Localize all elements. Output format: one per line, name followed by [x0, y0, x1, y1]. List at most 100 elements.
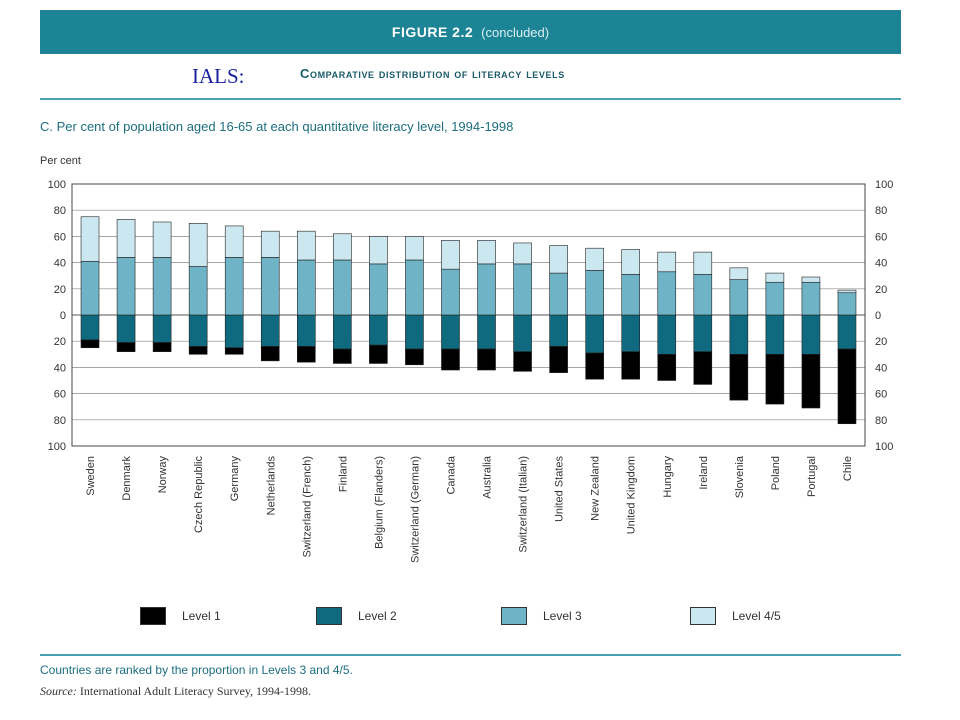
bar-level-1 [224, 347, 244, 355]
bar-level-45 [585, 247, 604, 271]
bar-level-2 [477, 314, 496, 350]
bar-level-1 [693, 351, 713, 385]
x-tick-label: United States [554, 456, 566, 523]
ranking-note: Countries are ranked by the proportion i… [40, 663, 353, 677]
bar-level-3 [441, 268, 460, 316]
bar-level-45 [188, 223, 208, 267]
legend-label-level-1: Level 1 [182, 609, 221, 623]
bar-level-45 [369, 236, 388, 265]
x-tick-label: Sweden [85, 456, 97, 496]
bar-level-2 [333, 314, 352, 350]
x-tick-label: Poland [770, 456, 782, 490]
figure-label: FIGURE 2.2 [391, 24, 474, 40]
x-tick-label: Australia [482, 455, 494, 499]
bar-level-3 [621, 274, 641, 316]
bar-level-2 [296, 314, 316, 347]
bar-level-45 [693, 251, 713, 275]
bar-level-1 [188, 346, 208, 355]
bar-level-3 [837, 292, 857, 316]
bar-level-2 [80, 314, 100, 341]
bar-level-3 [765, 281, 785, 316]
y-tick-label-right: 80 [875, 205, 887, 217]
bar-level-3 [657, 271, 677, 316]
figure-note: (concluded) [481, 24, 550, 40]
bar-level-3 [477, 263, 496, 316]
legend-label-level-3: Level 3 [543, 609, 582, 623]
bar-level-3 [224, 257, 244, 316]
bar-level-2 [729, 314, 749, 355]
bar-level-3 [152, 257, 172, 316]
bar-level-1 [80, 339, 100, 349]
y-tick-label-right: 40 [875, 258, 887, 270]
y-tick-label-right: 60 [875, 389, 887, 401]
x-tick-label: Hungary [662, 456, 674, 498]
bar-level-1 [441, 348, 460, 371]
x-tick-label: Netherlands [265, 456, 277, 516]
bar-level-45 [621, 249, 641, 275]
bar-level-1 [657, 353, 677, 381]
source-text: International Adult Literacy Survey, 199… [79, 684, 312, 698]
bar-level-45 [80, 216, 100, 262]
bar-level-45 [477, 240, 496, 265]
bar-level-1 [765, 353, 785, 405]
bar-level-1 [729, 353, 749, 401]
y-tick-label-left: 60 [54, 231, 66, 243]
bar-level-2 [621, 314, 641, 352]
y-tick-label-right: 40 [875, 362, 887, 374]
bar-level-1 [405, 348, 424, 366]
bar-level-2 [801, 314, 821, 355]
bar-level-1 [837, 348, 857, 425]
y-tick-label-right: 80 [875, 415, 887, 427]
bar-level-1 [369, 344, 388, 364]
y-tick-label-right: 20 [875, 284, 887, 296]
bar-level-1 [333, 348, 352, 364]
bar-level-3 [333, 259, 352, 316]
bar-level-1 [585, 352, 604, 380]
y-tick-label-left: 100 [48, 179, 66, 191]
legend-item-level-3: Level 3 [501, 607, 582, 625]
x-tick-label: Switzerland (German) [409, 456, 421, 563]
y-tick-label-left: 100 [48, 441, 66, 453]
legend-swatch-level-45 [690, 607, 716, 625]
bar-level-3 [513, 263, 532, 316]
figure-banner: FIGURE 2.2 (concluded) [40, 10, 901, 54]
bar-level-2 [116, 314, 136, 343]
bar-level-1 [477, 348, 496, 371]
x-tick-label: Denmark [121, 456, 133, 501]
divider-top [40, 98, 901, 100]
legend-label-level-2: Level 2 [358, 609, 397, 623]
bar-level-2 [837, 314, 857, 350]
bar-level-3 [80, 260, 100, 316]
bar-level-1 [296, 346, 316, 363]
legend-item-level-2: Level 2 [316, 607, 397, 625]
bar-level-3 [549, 272, 568, 316]
overlay-label: IALS: [192, 64, 245, 88]
bar-level-2 [513, 314, 532, 352]
bar-level-3 [296, 259, 316, 316]
bar-level-1 [549, 346, 568, 373]
bar-level-3 [116, 257, 136, 316]
chart-title: C. Per cent of population aged 16-65 at … [40, 119, 514, 134]
x-tick-label: Czech Republic [193, 456, 205, 534]
x-tick-label: United Kingdom [626, 456, 638, 534]
bar-level-45 [729, 267, 749, 280]
y-tick-label-right: 0 [875, 310, 881, 322]
y-tick-label-left: 60 [54, 389, 66, 401]
bar-level-2 [260, 314, 280, 347]
x-tick-label: Chile [842, 456, 854, 481]
bar-level-3 [188, 266, 208, 316]
divider-bottom [40, 654, 901, 656]
bar-level-2 [369, 314, 388, 346]
bar-level-45 [657, 251, 677, 273]
bar-level-1 [260, 346, 280, 362]
y-tick-label-left: 20 [54, 284, 66, 296]
bar-level-45 [296, 230, 316, 261]
y-tick-label-left: 0 [60, 310, 66, 322]
bar-level-3 [693, 274, 713, 316]
bar-level-45 [405, 236, 424, 261]
x-tick-label: Ireland [698, 456, 710, 490]
bar-level-3 [260, 257, 280, 316]
bar-level-1 [621, 351, 641, 380]
y-axis-label: Per cent [40, 155, 81, 167]
bar-level-3 [585, 270, 604, 316]
